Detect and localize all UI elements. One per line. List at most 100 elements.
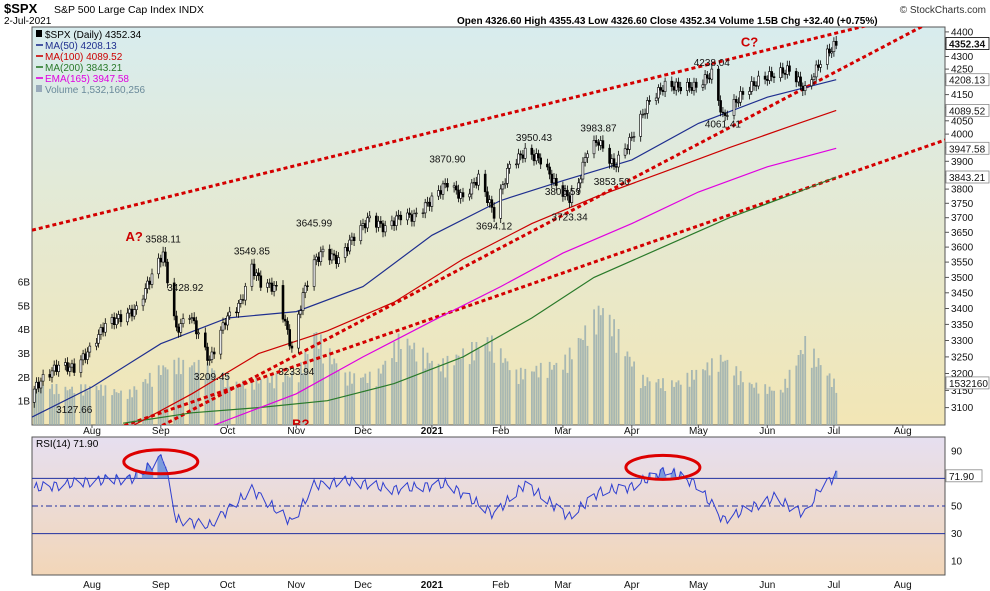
candle-body [705, 74, 709, 79]
volume-bar [457, 355, 460, 425]
volume-bar [353, 373, 356, 425]
volume-axis-label: 6B [18, 278, 31, 289]
volume-bar [40, 383, 42, 425]
candle-body [268, 282, 272, 285]
candle-body [828, 48, 831, 54]
price-label: 3723.34 [552, 213, 589, 224]
legend-item: MA(200) 3843.21 [45, 63, 123, 74]
volume-bar [382, 364, 384, 425]
volume-bar [284, 373, 287, 425]
volume-bar [564, 354, 567, 425]
volume-bar [428, 363, 431, 425]
candle-body [397, 214, 400, 217]
volume-bar [702, 369, 704, 425]
volume-bar [555, 362, 558, 425]
volume-bar [364, 373, 367, 425]
volume-bar [517, 384, 520, 425]
candle-body [84, 353, 87, 360]
volume-bar [571, 359, 573, 425]
candle-body [779, 67, 782, 78]
candle-body [694, 81, 698, 88]
volume-bar [795, 365, 798, 425]
x-axis-label: May [689, 580, 708, 591]
volume-bar [502, 362, 504, 425]
volume-bar [693, 379, 695, 425]
volume-bar [384, 360, 387, 425]
candle-body [110, 317, 114, 324]
candle-body [663, 80, 667, 92]
candle-body [392, 220, 396, 226]
volume-bar [691, 370, 693, 425]
volume-bar [677, 380, 680, 425]
volume-bar [111, 395, 113, 425]
candle-body [499, 188, 503, 219]
volume-bar [459, 359, 462, 425]
volume-bar [633, 361, 635, 425]
volume-bar [835, 392, 838, 425]
volume-bar [757, 393, 760, 425]
volume-bar [328, 348, 331, 425]
x-axis-label: Jul [828, 426, 841, 437]
candle-body [68, 366, 72, 372]
volume-bar [282, 382, 284, 425]
volume-bar [304, 351, 307, 425]
volume-bar [271, 374, 273, 425]
candle-body [441, 183, 445, 195]
candle-body [275, 284, 278, 287]
candle-body [179, 323, 183, 333]
volume-bar [704, 370, 707, 425]
volume-bar [73, 393, 76, 425]
wave-label: A? [126, 229, 143, 244]
rsi-tick-label: 30 [951, 529, 963, 540]
candle-body [379, 220, 383, 224]
volume-bar [491, 335, 493, 425]
x-axis-label: Jun [759, 580, 775, 591]
candle-body [754, 85, 758, 87]
candle-body [164, 251, 167, 263]
y-tick-label: 3400 [951, 304, 974, 315]
candle-body [146, 280, 149, 289]
tag-box [945, 170, 990, 184]
candle-body [614, 166, 618, 168]
volume-bar [84, 384, 87, 425]
candle-body [208, 359, 211, 361]
volume-bar [539, 362, 542, 425]
x-axis-label: Aug [894, 580, 912, 591]
x-axis-label: Apr [624, 426, 640, 437]
y-tick-label: 3800 [951, 185, 974, 196]
candle-body [514, 163, 518, 166]
candle-body [319, 251, 323, 263]
x-axis-label: 2021 [421, 426, 444, 437]
x-axis-label: Sep [152, 426, 170, 437]
volume-bar [802, 354, 804, 425]
candle-body [552, 178, 556, 184]
candle-body [252, 263, 256, 277]
candle-body [41, 374, 45, 382]
candle-body [177, 326, 180, 333]
volume-bar [764, 384, 767, 425]
rsi-value-box [945, 469, 983, 483]
price-label: 3127.66 [56, 405, 93, 416]
candle-body [195, 320, 198, 335]
x-axis-label: Jun [759, 426, 775, 437]
y-tick-label: 3750 [951, 199, 974, 210]
volume-bar [400, 349, 402, 425]
candle-body [224, 322, 227, 326]
rsi-tick-label: 90 [951, 446, 963, 457]
candle-body [597, 142, 600, 146]
candle-body [343, 247, 347, 258]
candle-body [750, 81, 754, 92]
volume-bar [662, 378, 664, 425]
volume-bar [477, 349, 480, 425]
candle-body [359, 225, 363, 241]
volume-bar [515, 369, 518, 425]
volume-bar [688, 386, 691, 425]
volume-bar [173, 359, 176, 425]
rsi-tick-label: 50 [951, 502, 963, 513]
volume-bar [306, 354, 309, 425]
candle-body [701, 84, 705, 88]
candle-body [703, 74, 707, 86]
volume-bar [817, 358, 820, 425]
rsi-line [33, 453, 837, 530]
